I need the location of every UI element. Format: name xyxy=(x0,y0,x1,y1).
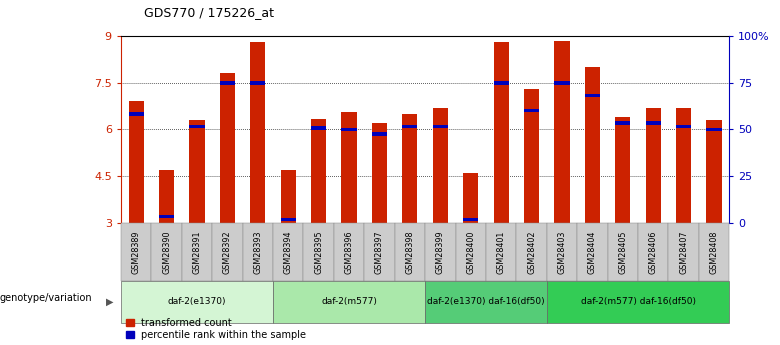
Bar xyxy=(494,81,509,85)
Bar xyxy=(190,120,204,223)
Bar xyxy=(676,108,691,223)
Bar xyxy=(190,125,204,128)
Text: daf-2(m577) daf-16(df50): daf-2(m577) daf-16(df50) xyxy=(580,297,696,306)
Text: daf-2(e1370) daf-16(df50): daf-2(e1370) daf-16(df50) xyxy=(427,297,544,306)
Text: GSM28407: GSM28407 xyxy=(679,230,688,274)
Bar xyxy=(676,125,691,128)
Bar xyxy=(159,170,174,223)
Bar xyxy=(555,41,569,223)
Text: GSM28401: GSM28401 xyxy=(497,230,505,274)
Text: GSM28397: GSM28397 xyxy=(375,230,384,274)
Text: GSM28393: GSM28393 xyxy=(254,230,262,274)
Text: GSM28406: GSM28406 xyxy=(649,230,658,274)
Legend: transformed count, percentile rank within the sample: transformed count, percentile rank withi… xyxy=(126,318,307,340)
Text: GSM28390: GSM28390 xyxy=(162,230,171,274)
Bar xyxy=(220,73,235,223)
Bar xyxy=(433,108,448,223)
Bar xyxy=(250,81,265,85)
Text: GSM28399: GSM28399 xyxy=(436,230,445,274)
Text: daf-2(e1370): daf-2(e1370) xyxy=(168,297,226,306)
Bar xyxy=(402,114,417,223)
Text: GSM28392: GSM28392 xyxy=(223,230,232,274)
Bar xyxy=(555,81,569,85)
Bar xyxy=(159,215,174,218)
Text: GSM28389: GSM28389 xyxy=(132,230,140,274)
Text: genotype/variation: genotype/variation xyxy=(0,294,93,303)
Bar xyxy=(433,125,448,128)
Bar xyxy=(585,67,600,223)
Bar xyxy=(615,117,630,223)
Bar xyxy=(372,123,387,223)
Bar xyxy=(585,93,600,97)
Bar xyxy=(463,218,478,221)
Text: GSM28408: GSM28408 xyxy=(710,230,718,274)
Bar xyxy=(220,81,235,85)
Text: GDS770 / 175226_at: GDS770 / 175226_at xyxy=(144,6,275,19)
Bar xyxy=(524,89,539,223)
Bar xyxy=(129,101,144,223)
Bar xyxy=(707,120,722,223)
Bar xyxy=(129,112,144,116)
Bar xyxy=(524,109,539,112)
Text: GSM28391: GSM28391 xyxy=(193,230,201,274)
Bar xyxy=(463,173,478,223)
Text: GSM28395: GSM28395 xyxy=(314,230,323,274)
Bar xyxy=(707,128,722,131)
Bar xyxy=(646,121,661,125)
Bar xyxy=(342,128,356,131)
Text: daf-2(m577): daf-2(m577) xyxy=(321,297,377,306)
Bar xyxy=(402,125,417,128)
Bar xyxy=(342,112,356,223)
Text: GSM28402: GSM28402 xyxy=(527,230,536,274)
Text: GSM28398: GSM28398 xyxy=(406,230,414,274)
Bar xyxy=(281,218,296,221)
Text: GSM28404: GSM28404 xyxy=(588,230,597,274)
Bar xyxy=(615,121,630,125)
Bar xyxy=(646,108,661,223)
Bar xyxy=(494,42,509,223)
Bar xyxy=(372,132,387,136)
Bar xyxy=(311,126,326,129)
Text: GSM28394: GSM28394 xyxy=(284,230,292,274)
Bar xyxy=(311,119,326,223)
Text: GSM28405: GSM28405 xyxy=(619,230,627,274)
Text: GSM28400: GSM28400 xyxy=(466,230,475,274)
Bar xyxy=(281,170,296,223)
Text: ▶: ▶ xyxy=(105,297,113,307)
Text: GSM28396: GSM28396 xyxy=(345,230,353,274)
Text: GSM28403: GSM28403 xyxy=(558,230,566,274)
Bar xyxy=(250,42,265,223)
